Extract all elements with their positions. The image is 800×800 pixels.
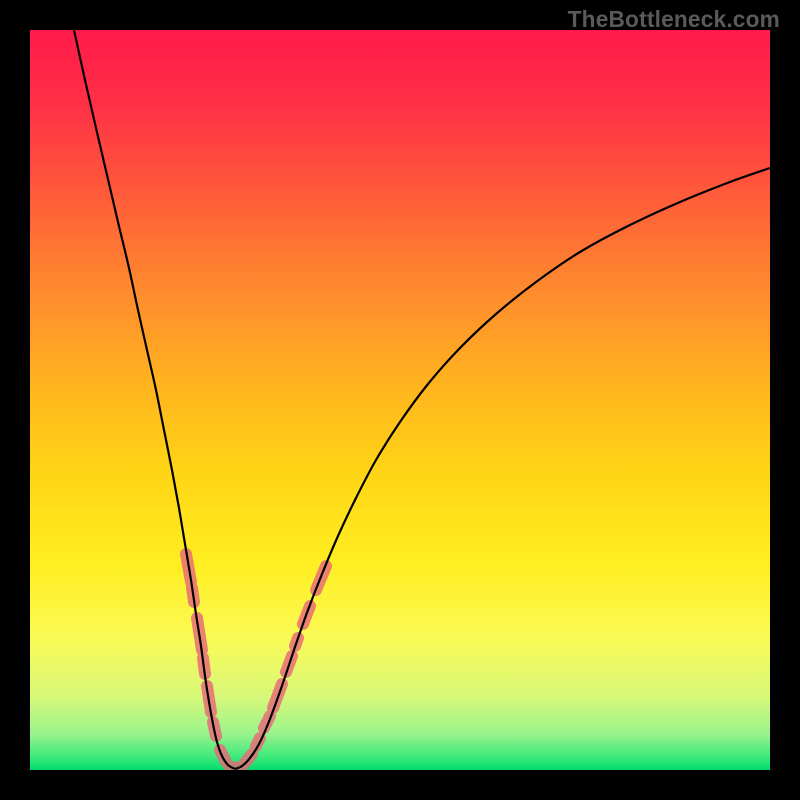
watermark-text: TheBottleneck.com — [568, 6, 780, 33]
marker-overlay — [186, 554, 326, 768]
curve-right-arm — [235, 168, 770, 769]
plot-area — [30, 30, 770, 770]
chart-curves — [30, 30, 770, 770]
chart-root: TheBottleneck.com — [0, 0, 800, 800]
curve-left-arm — [74, 30, 235, 769]
